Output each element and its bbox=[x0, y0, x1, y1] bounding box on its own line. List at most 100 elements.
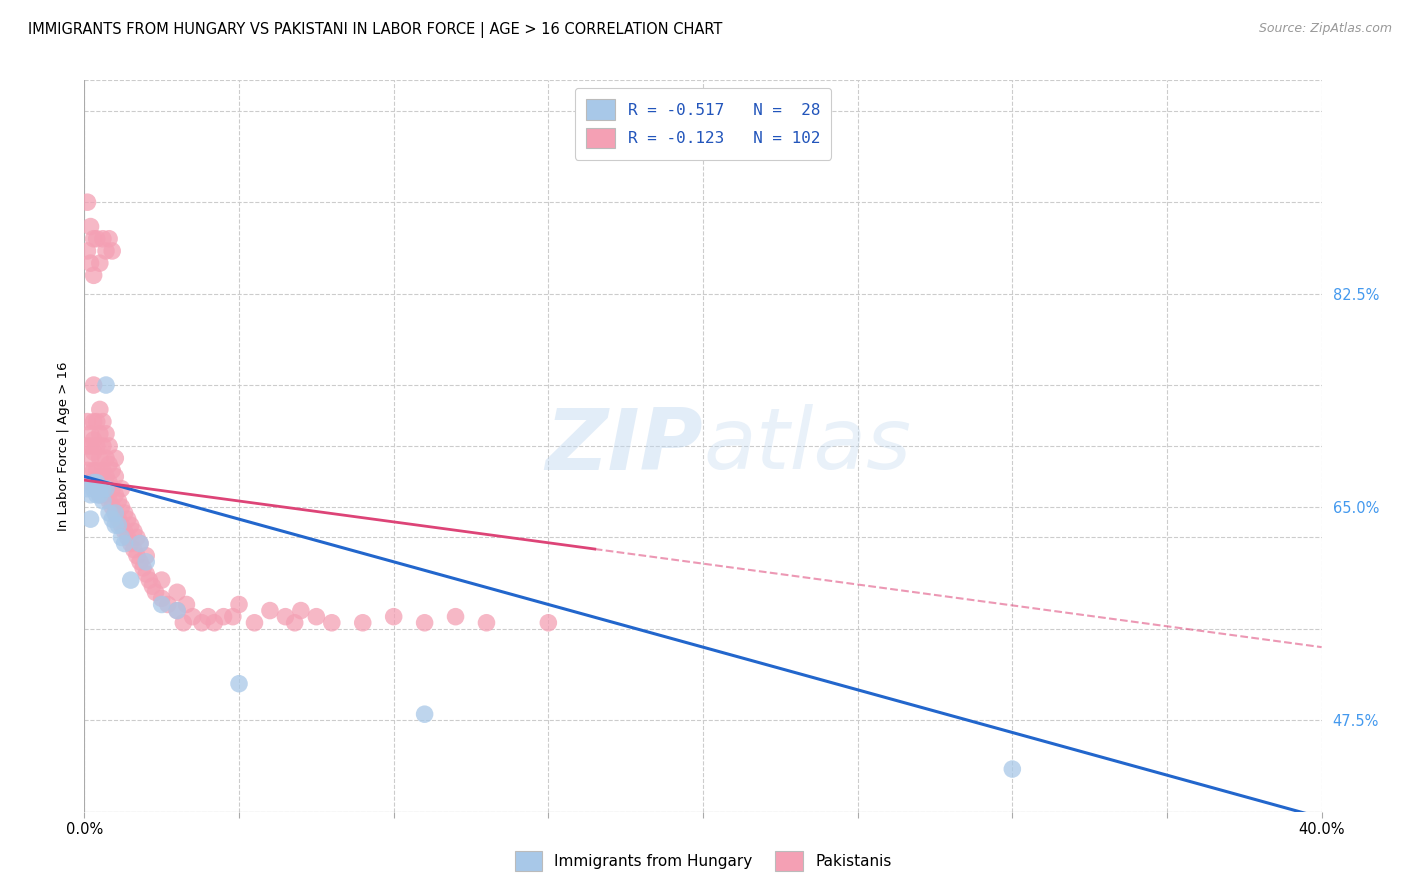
Point bbox=[284, 615, 307, 630]
Point bbox=[107, 512, 129, 526]
Point bbox=[76, 244, 98, 258]
Point bbox=[98, 439, 121, 453]
Point bbox=[290, 604, 312, 618]
Point bbox=[86, 482, 108, 496]
Point bbox=[321, 615, 343, 630]
Point bbox=[110, 518, 132, 533]
Point bbox=[117, 512, 139, 526]
Point bbox=[91, 482, 114, 496]
Point bbox=[444, 609, 467, 624]
Point bbox=[141, 579, 163, 593]
Point bbox=[212, 609, 235, 624]
Point bbox=[145, 585, 167, 599]
Point bbox=[91, 463, 114, 477]
Point bbox=[176, 598, 198, 612]
Point bbox=[104, 469, 127, 483]
Point bbox=[129, 555, 152, 569]
Point bbox=[129, 536, 152, 550]
Point bbox=[83, 463, 105, 477]
Point bbox=[94, 488, 117, 502]
Point bbox=[135, 567, 157, 582]
Point bbox=[91, 439, 114, 453]
Legend: R = -0.517   N =  28, R = -0.123   N = 102: R = -0.517 N = 28, R = -0.123 N = 102 bbox=[575, 88, 831, 160]
Point bbox=[76, 439, 98, 453]
Point bbox=[110, 482, 132, 496]
Point bbox=[125, 530, 148, 544]
Point bbox=[166, 604, 188, 618]
Point bbox=[98, 494, 121, 508]
Point bbox=[83, 482, 105, 496]
Point bbox=[89, 482, 111, 496]
Text: atlas: atlas bbox=[703, 404, 911, 488]
Point bbox=[107, 518, 129, 533]
Point bbox=[101, 463, 124, 477]
Point bbox=[191, 615, 214, 630]
Point bbox=[274, 609, 297, 624]
Point bbox=[98, 232, 121, 246]
Point bbox=[150, 573, 173, 587]
Point bbox=[79, 426, 101, 441]
Point bbox=[156, 598, 179, 612]
Point bbox=[89, 426, 111, 441]
Point bbox=[129, 536, 152, 550]
Point bbox=[79, 512, 101, 526]
Point bbox=[117, 530, 139, 544]
Point bbox=[305, 609, 328, 624]
Point bbox=[94, 482, 117, 496]
Point bbox=[382, 609, 405, 624]
Point bbox=[120, 573, 142, 587]
Point bbox=[89, 402, 111, 417]
Point bbox=[166, 585, 188, 599]
Point bbox=[79, 475, 101, 490]
Point bbox=[94, 426, 117, 441]
Point bbox=[243, 615, 266, 630]
Point bbox=[135, 549, 157, 563]
Point bbox=[150, 591, 173, 606]
Point bbox=[114, 536, 136, 550]
Point bbox=[79, 219, 101, 234]
Point bbox=[89, 256, 111, 270]
Point bbox=[76, 482, 98, 496]
Point bbox=[150, 598, 173, 612]
Point bbox=[110, 530, 132, 544]
Text: Source: ZipAtlas.com: Source: ZipAtlas.com bbox=[1258, 22, 1392, 36]
Point bbox=[94, 378, 117, 392]
Point bbox=[79, 451, 101, 466]
Point bbox=[91, 488, 114, 502]
Point bbox=[202, 615, 225, 630]
Point bbox=[114, 506, 136, 520]
Text: ZIP: ZIP bbox=[546, 404, 703, 488]
Text: IMMIGRANTS FROM HUNGARY VS PAKISTANI IN LABOR FORCE | AGE > 16 CORRELATION CHART: IMMIGRANTS FROM HUNGARY VS PAKISTANI IN … bbox=[28, 22, 723, 38]
Point bbox=[91, 415, 114, 429]
Point bbox=[104, 488, 127, 502]
Point bbox=[104, 518, 127, 533]
Point bbox=[83, 445, 105, 459]
Point bbox=[120, 536, 142, 550]
Point bbox=[413, 615, 436, 630]
Point bbox=[104, 506, 127, 520]
Point bbox=[98, 506, 121, 520]
Point bbox=[98, 475, 121, 490]
Point bbox=[91, 494, 114, 508]
Point bbox=[83, 268, 105, 283]
Point bbox=[83, 378, 105, 392]
Point bbox=[76, 195, 98, 210]
Point bbox=[110, 500, 132, 514]
Point bbox=[259, 604, 281, 618]
Point bbox=[181, 609, 204, 624]
Point bbox=[125, 549, 148, 563]
Point bbox=[86, 488, 108, 502]
Point bbox=[86, 232, 108, 246]
Point bbox=[91, 232, 114, 246]
Point bbox=[114, 524, 136, 539]
Point bbox=[101, 482, 124, 496]
Point bbox=[89, 488, 111, 502]
Point bbox=[135, 555, 157, 569]
Point bbox=[104, 451, 127, 466]
Point bbox=[98, 458, 121, 472]
Point bbox=[138, 573, 160, 587]
Point bbox=[172, 615, 194, 630]
Point bbox=[89, 451, 111, 466]
Point bbox=[228, 598, 250, 612]
Point bbox=[228, 677, 250, 691]
